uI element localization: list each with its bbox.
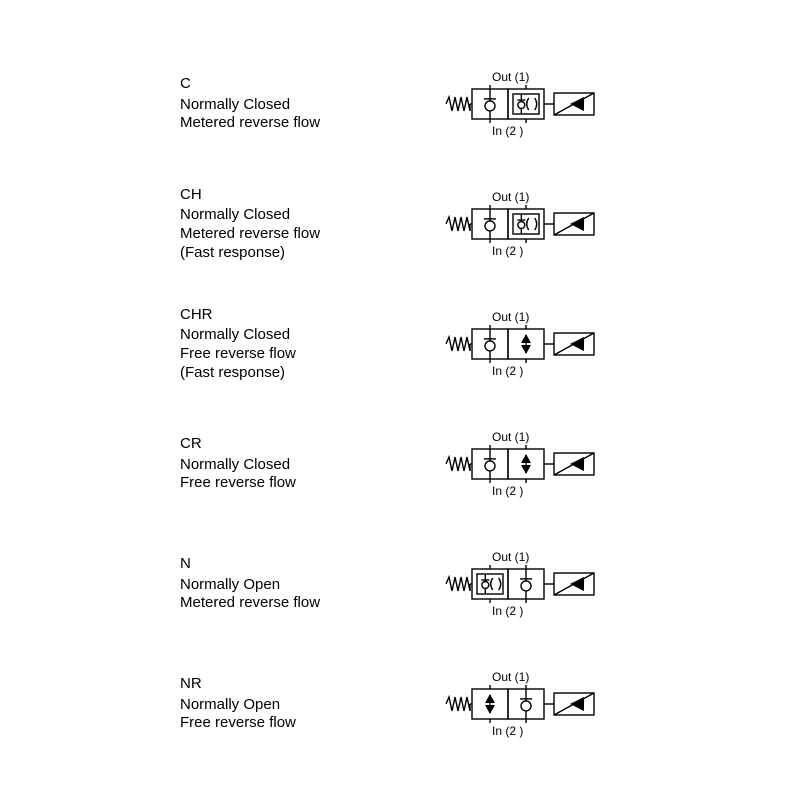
variant-text: CHRNormally ClosedFree reverse flow(Fast… (0, 306, 440, 383)
variant-desc-line: Free reverse flow (180, 345, 440, 364)
variant-row: NR Normally OpenFree reverse flow Out (1) I… (0, 660, 800, 748)
variant-text: C Normally ClosedMetered reverse flow (0, 75, 440, 133)
valve-symbol: Out (1) In (2 ) (440, 424, 650, 504)
valve-symbol: Out (1) In (2 ) (440, 304, 650, 384)
valve-variant-list: CNormally ClosedMetered reverse flowOut … (0, 0, 800, 748)
variant-symbol: Out (1) In (2 ) (440, 304, 650, 384)
svg-text:In (2 ): In (2 ) (492, 244, 523, 258)
svg-text:In (2 ): In (2 ) (492, 604, 523, 618)
variant-text: NR Normally OpenFree reverse flow (0, 675, 440, 733)
variant-code: CR (180, 435, 440, 454)
svg-text:Out (1): Out (1) (492, 430, 529, 444)
variant-symbol: Out (1) In (2 ) (440, 64, 650, 144)
variant-row: CRNormally ClosedFree reverse flowOut (1… (0, 420, 800, 508)
valve-symbol: Out (1) In (2 ) (440, 64, 650, 144)
valve-symbol: Out (1) In (2 ) (440, 184, 650, 264)
variant-desc-line: (Fast response) (180, 244, 440, 263)
svg-text:In (2 ): In (2 ) (492, 484, 523, 498)
variant-code: CHR (180, 306, 440, 325)
variant-symbol: Out (1) In (2 ) (440, 664, 650, 744)
svg-text:Out (1): Out (1) (492, 310, 529, 324)
svg-text:In (2 ): In (2 ) (492, 364, 523, 378)
svg-text:Out (1): Out (1) (492, 190, 529, 204)
variant-text: N Normally OpenMetered reverse flow (0, 555, 440, 613)
variant-symbol: Out (1) In (2 ) (440, 184, 650, 264)
variant-desc-line: Normally Closed (180, 96, 440, 115)
svg-text:In (2 ): In (2 ) (492, 124, 523, 138)
variant-code: CH (180, 186, 440, 205)
variant-row: NNormally OpenMetered reverse flowOut (1… (0, 540, 800, 628)
variant-desc-line: Free reverse flow (180, 714, 440, 733)
svg-text:Out (1): Out (1) (492, 550, 529, 564)
variant-code: NR (180, 675, 440, 694)
variant-desc-line: Normally Closed (180, 206, 440, 225)
svg-text:Out (1): Out (1) (492, 70, 529, 84)
valve-symbol: Out (1) In (2 ) (440, 544, 650, 624)
svg-text:In (2 ): In (2 ) (492, 724, 523, 738)
variant-code: C (180, 75, 440, 94)
variant-desc-line: Normally Closed (180, 456, 440, 475)
variant-code: N (180, 555, 440, 574)
variant-desc-line: Normally Closed (180, 326, 440, 345)
variant-row: CHRNormally ClosedFree reverse flow(Fast… (0, 300, 800, 388)
variant-row: CNormally ClosedMetered reverse flowOut … (0, 60, 800, 148)
variant-desc-line: Metered reverse flow (180, 225, 440, 244)
variant-text: CR Normally ClosedFree reverse flow (0, 435, 440, 493)
variant-desc-line: Free reverse flow (180, 474, 440, 493)
svg-text:Out (1): Out (1) (492, 670, 529, 684)
variant-row: CHNormally ClosedMetered reverse flow(Fa… (0, 180, 800, 268)
variant-symbol: Out (1) In (2 ) (440, 424, 650, 504)
variant-desc-line: Normally Open (180, 576, 440, 595)
variant-desc-line: Metered reverse flow (180, 114, 440, 133)
variant-symbol: Out (1) In (2 ) (440, 544, 650, 624)
valve-symbol: Out (1) In (2 ) (440, 664, 650, 744)
variant-desc-line: (Fast response) (180, 364, 440, 383)
variant-desc-line: Metered reverse flow (180, 594, 440, 613)
variant-text: CHNormally ClosedMetered reverse flow(Fa… (0, 186, 440, 263)
variant-desc-line: Normally Open (180, 696, 440, 715)
